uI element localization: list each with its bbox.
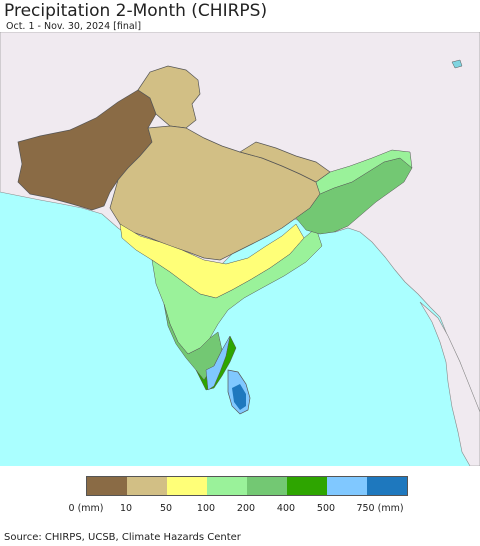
legend-swatch <box>87 477 127 495</box>
legend-swatch <box>287 477 327 495</box>
legend-swatch <box>367 477 407 495</box>
precipitation-map <box>0 32 480 466</box>
region-southeast-coast <box>205 335 231 391</box>
lake-marker <box>451 59 463 69</box>
legend-swatch <box>247 477 287 495</box>
page-title: Precipitation 2-Month (CHIRPS) <box>4 1 268 21</box>
legend-swatch <box>127 477 167 495</box>
legend-tick-label: 10 <box>119 503 133 514</box>
source-credit: Source: CHIRPS, UCSB, Climate Hazards Ce… <box>4 532 241 543</box>
legend-swatch <box>167 477 207 495</box>
legend-tick-label: 0 (mm) <box>68 503 104 514</box>
legend-swatch <box>327 477 367 495</box>
legend-bar <box>86 476 408 496</box>
legend-tick-label: 750 (mm) <box>356 503 404 514</box>
page-subtitle: Oct. 1 - Nov. 30, 2024 [final] <box>6 21 142 32</box>
legend-tick-label: 200 <box>236 503 256 514</box>
legend-tick-label: 50 <box>159 503 173 514</box>
legend-tick-label: 100 <box>196 503 216 514</box>
region-sri-lanka-wet <box>232 384 246 410</box>
legend-swatch <box>207 477 247 495</box>
region-northeast <box>315 149 413 195</box>
map-canvas <box>0 32 480 466</box>
region-north-mountains <box>137 65 201 129</box>
legend-tick-label: 400 <box>276 503 296 514</box>
region-central-india <box>109 125 321 261</box>
legend-tick-label: 500 <box>316 503 336 514</box>
region-nepal <box>239 141 331 183</box>
land-southeast-peninsula <box>419 301 480 466</box>
